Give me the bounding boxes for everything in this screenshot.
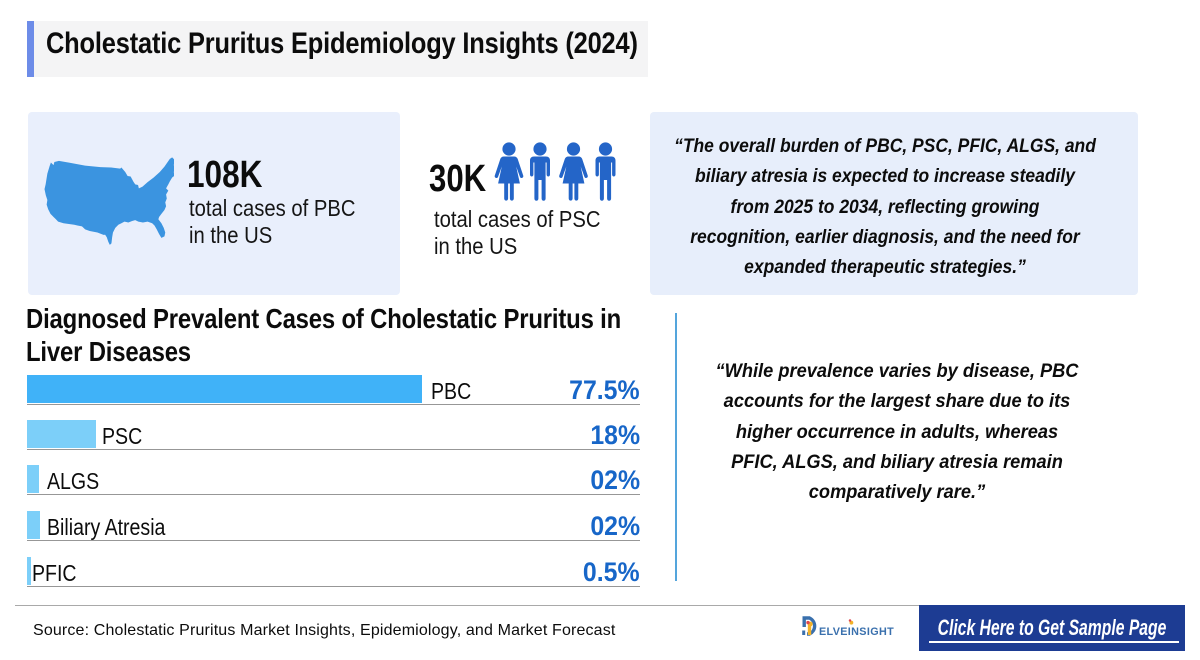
svg-text:ELVEINSIGHT: ELVEINSIGHT: [819, 626, 894, 638]
